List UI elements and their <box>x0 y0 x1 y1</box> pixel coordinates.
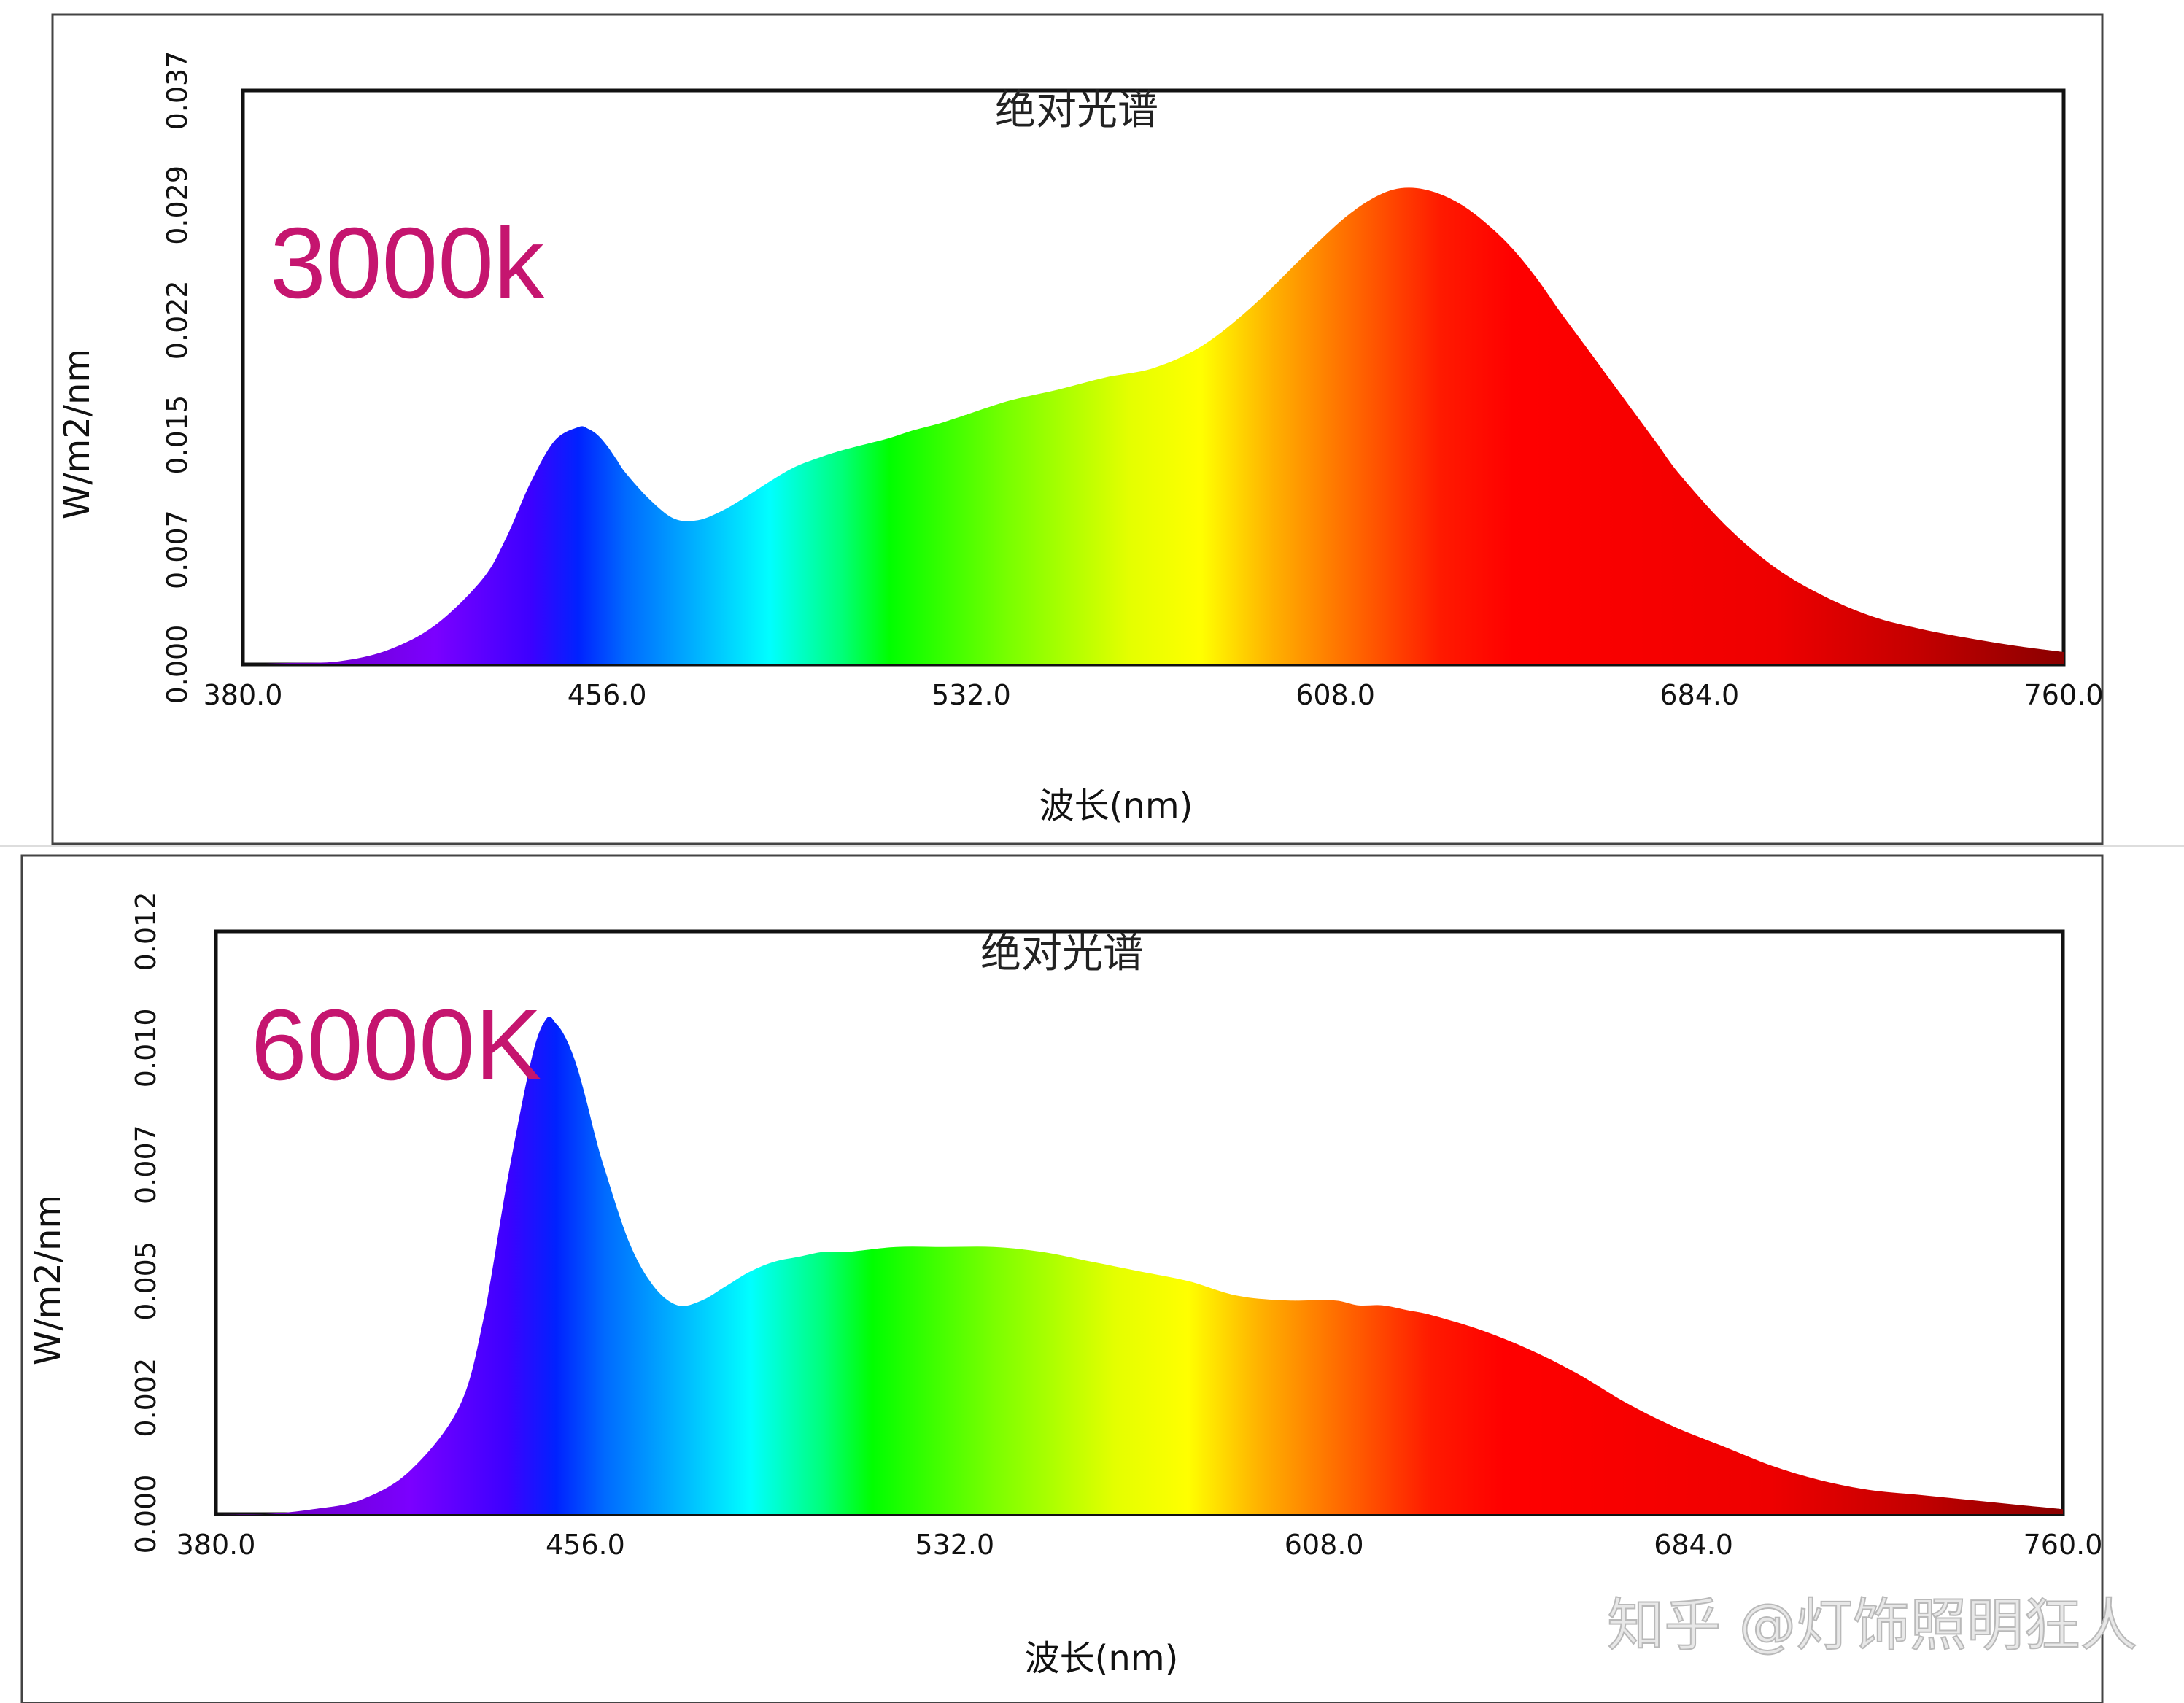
y-tick-label: 0.010 <box>130 1008 162 1087</box>
spectrum-fill <box>243 187 2064 664</box>
y-tick-label: 0.022 <box>161 280 193 360</box>
color-temperature-label: 3000k <box>270 207 545 319</box>
x-tick-label: 608.0 <box>1285 1529 1364 1561</box>
x-tick-label: 760.0 <box>2024 679 2104 711</box>
chart-panel-3000k: 380.0 456.0 532.0 608.0 684.0 760.0 0.0000.00… <box>51 13 2104 845</box>
y-tick-labels: 0.000 0.007 0.015 0.022 0.029 0.037 <box>161 51 193 705</box>
x-axis-label: 波长(nm) <box>1039 785 1193 826</box>
watermark: 知乎 @灯饰照明狂人 <box>1607 1593 2137 1659</box>
y-tick-label: 0.000 <box>161 625 193 705</box>
x-tick-label: 532.0 <box>932 679 1011 711</box>
x-tick-label: 684.0 <box>1654 1529 1733 1561</box>
x-tick-labels: 380.0 456.0 532.0 608.0 684.0 760.0 <box>177 1529 2103 1561</box>
x-tick-label: 532.0 <box>915 1529 994 1561</box>
y-tick-label: 0.015 <box>161 395 193 475</box>
y-axis-label: W/m2/nm <box>57 349 98 519</box>
spectrum-area <box>243 187 2064 664</box>
color-temperature-label: 6000K <box>251 989 542 1101</box>
spectrum-area <box>216 1016 2063 1515</box>
y-axis-label: W/m2/nm <box>28 1195 69 1365</box>
y-tick-label: 0.000 <box>130 1475 162 1554</box>
chart-panel-6000k: 380.0 456.0 532.0 608.0 684.0 760.0 0.0000.00… <box>20 854 2104 1703</box>
x-tick-label: 456.0 <box>568 679 647 711</box>
chart-title: 绝对光谱 <box>980 930 1144 977</box>
x-tick-label: 456.0 <box>546 1529 625 1561</box>
y-tick-label: 0.005 <box>130 1241 162 1321</box>
x-tick-label: 380.0 <box>204 679 283 711</box>
x-tick-label: 608.0 <box>1296 679 1375 711</box>
chart-title: 绝对光谱 <box>995 87 1158 134</box>
y-tick-label: 0.007 <box>161 510 193 589</box>
x-tick-label: 760.0 <box>2024 1529 2103 1561</box>
x-axis-label: 波长(nm) <box>1025 1638 1179 1679</box>
x-tick-label: 380.0 <box>177 1529 256 1561</box>
y-tick-label: 0.007 <box>130 1125 162 1204</box>
y-tick-label: 0.037 <box>161 51 193 131</box>
x-tick-label: 684.0 <box>1660 679 1739 711</box>
y-tick-label: 0.029 <box>161 166 193 245</box>
x-tick-labels: 380.0 456.0 532.0 608.0 684.0 760.0 <box>204 679 2104 711</box>
y-tick-label: 0.002 <box>130 1358 162 1438</box>
y-tick-labels: 0.000 0.002 0.005 0.007 0.010 0.012 <box>130 892 162 1554</box>
spectrum-fill <box>216 1016 2063 1515</box>
y-tick-label: 0.012 <box>130 892 162 971</box>
